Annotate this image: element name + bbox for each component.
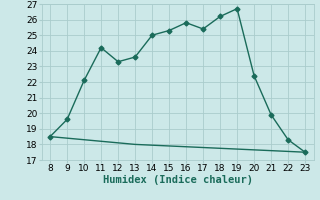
X-axis label: Humidex (Indice chaleur): Humidex (Indice chaleur) (103, 175, 252, 185)
